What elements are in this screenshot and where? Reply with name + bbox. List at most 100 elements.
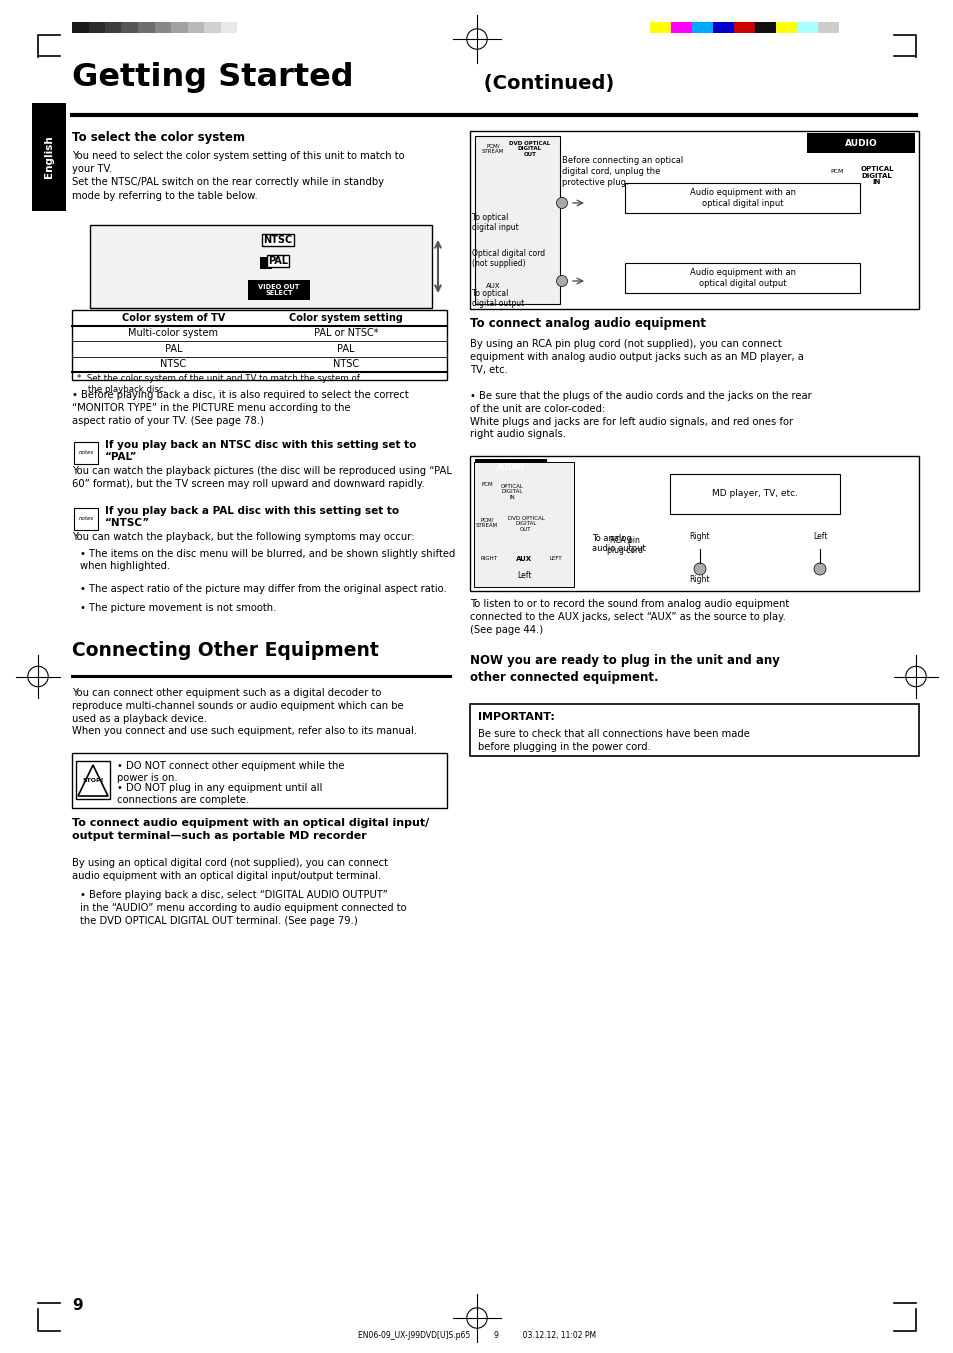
Text: PAL: PAL xyxy=(164,344,182,353)
Text: Getting Started: Getting Started xyxy=(71,62,354,93)
Text: PCM: PCM xyxy=(480,482,493,487)
Text: PAL or NTSC*: PAL or NTSC* xyxy=(314,329,377,338)
Bar xyxy=(754,22,775,32)
Text: LEFT: LEFT xyxy=(549,556,561,561)
Bar xyxy=(138,22,154,32)
Text: English: English xyxy=(44,135,54,179)
Text: Optical digital cord
(not supplied): Optical digital cord (not supplied) xyxy=(472,249,544,268)
Text: MD player, TV, etc.: MD player, TV, etc. xyxy=(711,490,797,498)
Text: To optical
digital output: To optical digital output xyxy=(472,290,524,308)
Text: Left: Left xyxy=(517,571,531,579)
Text: NOW you are ready to plug in the unit and any
other connected equipment.: NOW you are ready to plug in the unit an… xyxy=(470,653,779,683)
Circle shape xyxy=(556,198,567,208)
Bar xyxy=(105,22,121,32)
Text: Be sure to check that all connections have been made
before plugging in the powe: Be sure to check that all connections ha… xyxy=(477,729,749,752)
Text: PAL: PAL xyxy=(336,344,355,353)
Text: To select the color system: To select the color system xyxy=(71,131,245,143)
Bar xyxy=(470,131,918,308)
Bar xyxy=(188,22,204,32)
Bar xyxy=(775,22,796,32)
Text: AUX: AUX xyxy=(516,556,532,561)
Text: DVD OPTICAL
DIGITAL
OUT: DVD OPTICAL DIGITAL OUT xyxy=(507,515,544,532)
Text: STOP!: STOP! xyxy=(82,778,104,783)
Text: VIDEO OUT
SELECT: VIDEO OUT SELECT xyxy=(258,284,299,296)
Bar xyxy=(260,257,272,269)
Text: Audio equipment with an
optical digital input: Audio equipment with an optical digital … xyxy=(689,188,795,208)
Text: notes: notes xyxy=(78,451,93,456)
Bar xyxy=(475,459,546,476)
Text: EN06-09_UX-J99DVD[U]S.p65          9          03.12.12, 11:02 PM: EN06-09_UX-J99DVD[U]S.p65 9 03.12.12, 11… xyxy=(357,1330,596,1339)
Text: OPTICAL
DIGITAL
IN: OPTICAL DIGITAL IN xyxy=(500,484,523,499)
Circle shape xyxy=(813,563,825,575)
Bar xyxy=(733,22,754,32)
Text: • The aspect ratio of the picture may differ from the original aspect ratio.: • The aspect ratio of the picture may di… xyxy=(80,584,446,594)
Circle shape xyxy=(556,276,567,287)
Text: If you play back a PAL disc with this setting set to
“NTSC”: If you play back a PAL disc with this se… xyxy=(105,506,398,529)
Bar xyxy=(624,262,859,294)
Text: • Be sure that the plugs of the audio cords and the jacks on the rear
of the uni: • Be sure that the plugs of the audio co… xyxy=(470,391,811,440)
Text: • Before playing back a disc, select “DIGITAL AUDIO OUTPUT”
in the “AUDIO” menu : • Before playing back a disc, select “DI… xyxy=(80,890,406,925)
Text: AUDIO: AUDIO xyxy=(497,463,524,472)
Text: To listen to or to record the sound from analog audio equipment
connected to the: To listen to or to record the sound from… xyxy=(470,599,788,635)
Bar xyxy=(624,183,859,212)
Text: You can watch the playback, but the following symptoms may occur:: You can watch the playback, but the foll… xyxy=(71,532,414,543)
Text: 9: 9 xyxy=(71,1298,83,1312)
Text: You need to select the color system setting of this unit to match to
your TV.
Se: You need to select the color system sett… xyxy=(71,152,404,200)
Bar xyxy=(817,22,838,32)
Bar xyxy=(71,310,447,380)
Bar xyxy=(204,22,220,32)
Bar xyxy=(670,22,691,32)
Text: Audio equipment with an
optical digital output: Audio equipment with an optical digital … xyxy=(689,268,795,288)
Text: To connect analog audio equipment: To connect analog audio equipment xyxy=(470,317,705,330)
Text: *  Set the color system of the unit and TV to match the system of
    the playba: * Set the color system of the unit and T… xyxy=(77,373,359,394)
Bar xyxy=(236,22,253,32)
Bar xyxy=(649,22,670,32)
Text: NTSC: NTSC xyxy=(160,360,186,369)
Text: Right: Right xyxy=(689,532,709,540)
Text: PAL: PAL xyxy=(268,256,288,267)
Text: (Continued): (Continued) xyxy=(476,74,614,93)
Bar xyxy=(669,474,840,514)
Text: Before connecting an optical
digital cord, unplug the
protective plug.: Before connecting an optical digital cor… xyxy=(561,156,682,187)
Text: Right: Right xyxy=(689,575,709,583)
Text: OPTICAL
DIGITAL
IN: OPTICAL DIGITAL IN xyxy=(860,166,893,185)
Text: NTSC: NTSC xyxy=(263,235,293,245)
Text: By using an RCA pin plug cord (not supplied), you can connect
equipment with ana: By using an RCA pin plug cord (not suppl… xyxy=(470,340,803,375)
Bar xyxy=(470,704,918,756)
Text: Color system setting: Color system setting xyxy=(289,313,402,323)
Bar xyxy=(712,22,733,32)
Bar xyxy=(154,22,171,32)
Text: PCM/
STREAM: PCM/ STREAM xyxy=(481,143,503,154)
Text: AUDIO: AUDIO xyxy=(843,138,877,147)
Text: You can connect other equipment such as a digital decoder to
reproduce multi-cha: You can connect other equipment such as … xyxy=(71,687,416,736)
Bar xyxy=(171,22,188,32)
Text: • The picture movement is not smooth.: • The picture movement is not smooth. xyxy=(80,603,276,613)
Text: PCM/
STREAM: PCM/ STREAM xyxy=(476,518,497,529)
Bar xyxy=(90,225,432,308)
Text: NTSC: NTSC xyxy=(333,360,358,369)
Bar xyxy=(470,456,918,591)
Bar xyxy=(806,133,914,153)
Bar xyxy=(796,22,817,32)
Text: • DO NOT plug in any equipment until all
connections are complete.: • DO NOT plug in any equipment until all… xyxy=(117,783,322,805)
Text: RCA pin
plug cord: RCA pin plug cord xyxy=(606,536,642,555)
Bar xyxy=(71,754,447,808)
Circle shape xyxy=(693,563,705,575)
Text: • The items on the disc menu will be blurred, and be shown slightly shifted
when: • The items on the disc menu will be blu… xyxy=(80,549,455,571)
Text: If you play back an NTSC disc with this setting set to
“PAL”: If you play back an NTSC disc with this … xyxy=(105,440,416,463)
Text: • DO NOT connect other equipment while the
power is on.: • DO NOT connect other equipment while t… xyxy=(117,760,344,783)
Bar xyxy=(121,22,138,32)
Bar xyxy=(76,760,110,800)
Bar xyxy=(248,280,310,300)
Bar xyxy=(89,22,105,32)
Text: • Before playing back a disc, it is also required to select the correct
“MONITOR: • Before playing back a disc, it is also… xyxy=(71,390,408,426)
Text: IMPORTANT:: IMPORTANT: xyxy=(477,712,555,723)
Text: To connect audio equipment with an optical digital input/
output terminal—such a: To connect audio equipment with an optic… xyxy=(71,819,429,840)
Bar xyxy=(474,461,574,587)
Text: Multi-color system: Multi-color system xyxy=(128,329,218,338)
Text: By using an optical digital cord (not supplied), you can connect
audio equipment: By using an optical digital cord (not su… xyxy=(71,858,388,881)
Bar xyxy=(74,442,98,464)
Text: To optical
digital input: To optical digital input xyxy=(472,212,518,233)
Bar xyxy=(71,22,89,32)
Bar xyxy=(74,507,98,530)
